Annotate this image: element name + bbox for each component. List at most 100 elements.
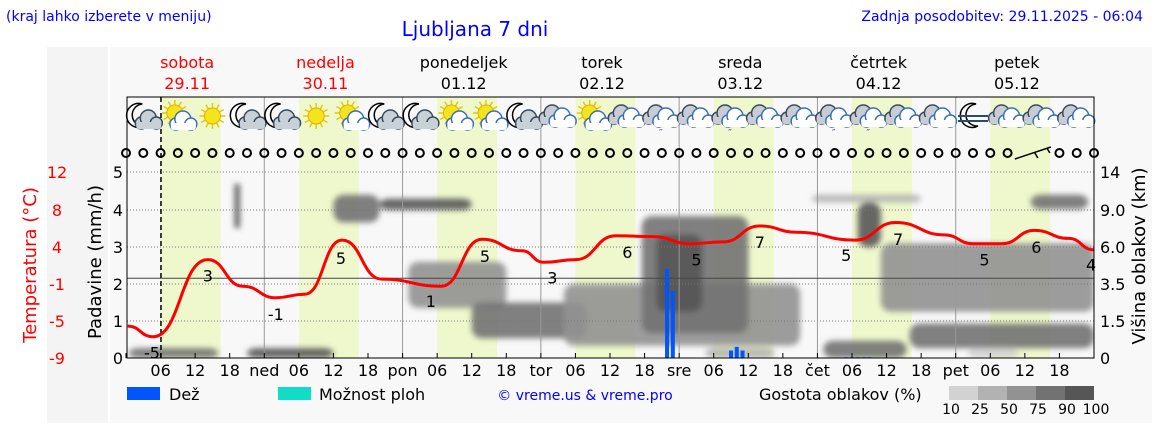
x-tick-label: 12 (185, 361, 205, 380)
day-name: ponedeljek (420, 53, 509, 72)
wind-barb-icon (1014, 146, 1052, 160)
x-tick-label: čet (805, 361, 830, 380)
x-tick-label: 18 (496, 361, 516, 380)
cloud-base (792, 120, 818, 127)
moon-cloud-icon (125, 102, 164, 130)
sun-icon (303, 103, 330, 129)
cloud-base (378, 122, 404, 129)
temperature-label: 4 (1086, 256, 1096, 275)
rain-bar (740, 350, 745, 358)
sun-ray (304, 119, 310, 124)
calm-wind-icon (242, 148, 252, 158)
calm-wind-icon (829, 148, 840, 158)
x-tick-label: tor (530, 361, 553, 380)
calm-wind-icon (276, 148, 287, 158)
day-date: 04.12 (856, 74, 902, 93)
location-hint[interactable]: (kraj lahko izberete v meniju) (6, 9, 212, 25)
sun-ray (205, 122, 210, 128)
calm-wind-icon (224, 148, 235, 158)
sun-ray (336, 105, 342, 110)
cloud-base (757, 120, 783, 127)
legend-cloud-density-label: Gostota oblakov (%) (759, 385, 922, 404)
cloud-base (1034, 120, 1060, 127)
cloud-base (723, 120, 748, 127)
cloud-shape (790, 107, 819, 128)
cloud-shape (480, 110, 509, 131)
cloud-shape (445, 110, 475, 131)
calm-wind-icon (847, 148, 857, 158)
cloud-shape (721, 107, 750, 128)
sun-ray (205, 104, 210, 110)
calm-wind-icon (726, 148, 736, 158)
sun-ray (215, 104, 220, 110)
sun-shape (199, 103, 226, 129)
calm-wind-icon (414, 148, 425, 158)
day-name: petek (994, 53, 1040, 72)
precip-tick: 1 (113, 312, 123, 331)
cloud-shape (824, 107, 854, 128)
calm-wind-icon (656, 148, 667, 158)
cloud-shape (376, 109, 406, 130)
calm-wind-icon (466, 148, 477, 158)
barb-tick (1034, 152, 1039, 159)
cloud-base (826, 120, 852, 127)
cloud-base (999, 120, 1025, 127)
rain-bar (665, 268, 670, 358)
x-tick-label: 12 (600, 361, 620, 380)
cloud-shape (583, 110, 613, 131)
x-tick-label: 06 (980, 361, 1000, 380)
cloud-height-tick: 6.0 (1100, 238, 1125, 257)
sun-ray (578, 105, 584, 110)
calm-wind-icon (311, 148, 322, 158)
sun-ray (582, 101, 587, 107)
cloud-patch (247, 348, 334, 358)
rain-bar (670, 291, 675, 358)
calm-wind-icon (293, 148, 304, 158)
cloud-patch (471, 302, 587, 339)
calm-wind-icon (795, 148, 806, 158)
sun-ray (593, 101, 597, 107)
cloud-shape (894, 107, 923, 128)
x-tick-label: sre (667, 361, 691, 380)
cloud-shape (617, 107, 647, 128)
cloud-patch (823, 340, 907, 358)
density-swatch (978, 386, 1007, 400)
x-tick-label: 12 (1015, 361, 1035, 380)
calm-wind-icon (190, 148, 201, 158)
x-tick-label: ned (249, 361, 279, 380)
cloud-light-rain-icon: ″ (814, 104, 854, 139)
cloud-patch (880, 243, 1094, 312)
cloud-patch (857, 202, 881, 247)
cloud-base (653, 120, 679, 127)
cloud-shape (411, 109, 440, 130)
density-level-label: 75 (1029, 402, 1047, 418)
cloud-shape (272, 109, 302, 130)
x-tick-label: 06 (704, 361, 724, 380)
sun-disc (203, 107, 221, 125)
legend-rain-swatch (127, 387, 160, 400)
cloudy-icon (1056, 104, 1096, 128)
cloud-shape (341, 110, 371, 131)
density-level-label: 100 (1083, 402, 1110, 418)
cloudy-icon (1022, 104, 1061, 128)
calm-wind-icon (535, 148, 546, 158)
cloud-base (895, 120, 921, 127)
sun-cloud-icon (473, 100, 509, 131)
sun-ray (322, 108, 328, 113)
cloud-patch (967, 348, 1020, 358)
calm-wind-icon (760, 148, 771, 158)
moon-cloud-icon (402, 102, 440, 130)
cloud-patch (705, 348, 775, 358)
sun-ray (354, 105, 360, 110)
cloudy-icon (745, 104, 785, 128)
cloud-base (482, 123, 507, 130)
day-date: 01.12 (441, 74, 487, 93)
calm-wind-icon (587, 148, 598, 158)
calm-wind-icon (484, 148, 494, 158)
sun-icon (199, 103, 226, 129)
sun-ray (322, 119, 328, 124)
copyright-link[interactable]: © vreme.us & vreme.pro (497, 388, 672, 404)
legend: Dež Možnost ploh © vreme.us & vreme.pro … (127, 385, 1109, 418)
sun-ray (596, 105, 602, 110)
day-headers: sobota 29.11 nedelja 30.11 ponedeljek 01.12 to… (160, 53, 1040, 93)
